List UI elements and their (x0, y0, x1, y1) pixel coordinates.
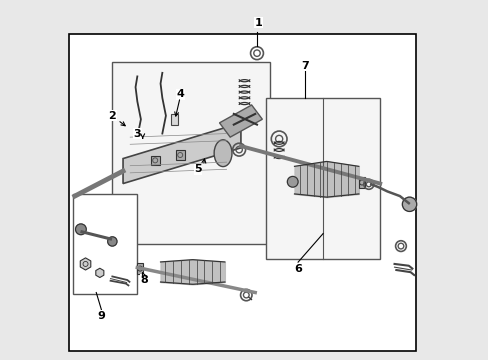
Bar (69, 33, 415, 351)
Text: 8: 8 (141, 275, 148, 285)
Text: 1: 1 (254, 18, 262, 28)
Bar (137, 263, 143, 274)
Text: 5: 5 (194, 164, 202, 174)
Text: 4: 4 (176, 89, 184, 99)
Circle shape (402, 197, 416, 211)
Bar (150, 156, 160, 165)
Polygon shape (123, 123, 241, 184)
Text: 9: 9 (98, 311, 105, 321)
Bar (112, 62, 269, 244)
Bar (73, 194, 137, 294)
Text: 7: 7 (301, 61, 308, 71)
Bar (171, 114, 177, 125)
Polygon shape (219, 105, 262, 137)
Text: 2: 2 (108, 111, 116, 121)
Circle shape (107, 237, 117, 246)
Bar (175, 150, 184, 159)
Bar (358, 177, 365, 188)
Circle shape (287, 176, 298, 187)
Bar (265, 98, 380, 258)
Text: 6: 6 (294, 264, 302, 274)
Ellipse shape (214, 140, 231, 167)
Circle shape (75, 224, 86, 235)
Text: 3: 3 (133, 129, 141, 139)
